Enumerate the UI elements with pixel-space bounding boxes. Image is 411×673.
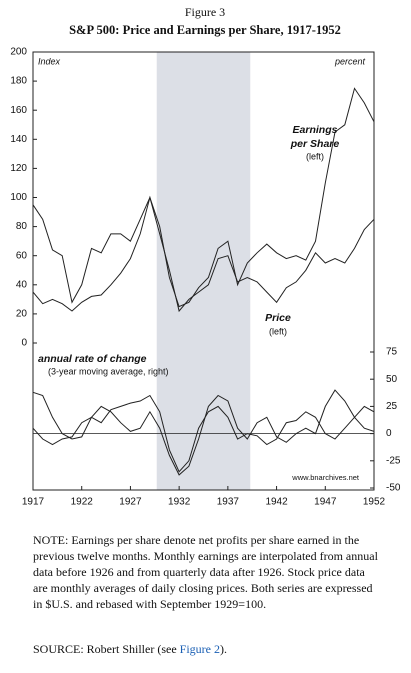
y2-tick-label: 25 — [386, 401, 398, 412]
x-tick-label: 1942 — [265, 497, 288, 508]
x-tick-label: 1917 — [22, 497, 45, 508]
series-line — [32, 195, 375, 313]
y-tick-label: 180 — [10, 76, 27, 87]
chart: Figure 3 S&P 500: Price and Earnings per… — [10, 5, 401, 508]
x-tick-label: 1927 — [119, 497, 142, 508]
y-tick-label: 0 — [21, 338, 27, 349]
y-tick-label: 100 — [10, 192, 27, 203]
annotation: (left) — [269, 326, 287, 336]
source: SOURCE: Robert Shiller (see Figure 2). — [33, 641, 378, 657]
y-tick-label: 200 — [10, 47, 27, 58]
y2-tick-label: 0 — [386, 428, 392, 439]
y-tick-label: 160 — [10, 105, 27, 116]
annotation: Price — [265, 312, 291, 324]
series-line — [32, 389, 375, 476]
x-tick-label: 1952 — [363, 497, 386, 508]
note: NOTE: Earnings per share denote net prof… — [33, 533, 378, 611]
y-tick-label: 80 — [16, 221, 28, 232]
annotation: annual rate of change — [38, 353, 147, 365]
series-line — [32, 394, 375, 473]
y2-tick-label: 75 — [386, 347, 398, 358]
annotation: (left) — [306, 151, 324, 161]
annotation: Index — [38, 56, 61, 66]
y2-tick-label: 50 — [386, 374, 398, 385]
x-tick-label: 1922 — [71, 497, 94, 508]
source-end: ). — [220, 642, 227, 656]
chart-title: Figure 3 — [185, 5, 225, 19]
annotation: www.bnarchives.net — [291, 473, 360, 482]
chart-subtitle: S&P 500: Price and Earnings per Share, 1… — [69, 23, 341, 37]
annotation: per Share — [290, 138, 340, 150]
annotation: percent — [334, 56, 366, 66]
plot-frame — [32, 51, 375, 491]
y2-tick-label: -50 — [386, 483, 401, 494]
y-tick-label: 140 — [10, 134, 27, 145]
x-tick-label: 1932 — [168, 497, 191, 508]
source-link[interactable]: Figure 2 — [179, 642, 220, 656]
x-tick-label: 1947 — [314, 497, 337, 508]
y-tick-label: 60 — [16, 250, 28, 261]
y-tick-label: 120 — [10, 163, 27, 174]
y-tick-label: 40 — [16, 279, 28, 290]
y-tick-label: 20 — [16, 309, 28, 320]
x-tick-label: 1937 — [217, 497, 240, 508]
annotation: (3-year moving average, right) — [48, 366, 169, 376]
annotation: Earnings — [293, 124, 338, 136]
series-line — [32, 87, 375, 308]
source-text: SOURCE: Robert Shiller (see — [33, 642, 180, 656]
y2-tick-label: -25 — [386, 455, 401, 466]
